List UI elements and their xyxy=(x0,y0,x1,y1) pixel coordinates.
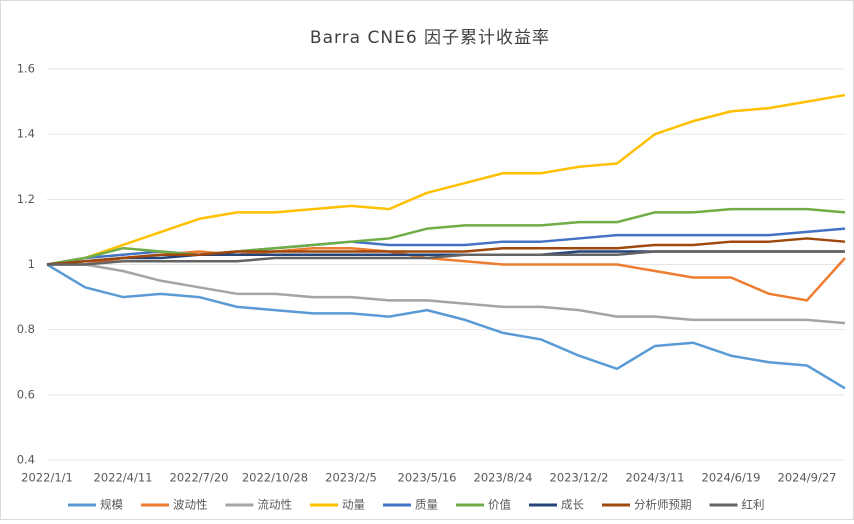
legend-label: 分析师预期 xyxy=(634,498,692,512)
series-line xyxy=(46,263,846,390)
y-tick-label: 1.6 xyxy=(17,62,35,76)
legend-label: 波动性 xyxy=(173,498,208,512)
legend-label: 成长 xyxy=(561,498,584,512)
legend-label: 规模 xyxy=(100,498,123,512)
legend-label: 流动性 xyxy=(258,498,293,512)
x-tick-label: 2023/8/24 xyxy=(474,471,533,485)
x-tick-label: 2024/6/19 xyxy=(702,471,761,485)
y-tick-label: 0.4 xyxy=(17,453,35,467)
x-tick-label: 2023/5/16 xyxy=(398,471,457,485)
legend-label: 红利 xyxy=(742,498,765,512)
y-tick-label: 0.6 xyxy=(17,387,35,401)
y-tick-label: 1 xyxy=(28,257,35,271)
x-tick-label: 2023/2/5 xyxy=(325,471,377,485)
series-line xyxy=(47,250,845,266)
legend-label: 价值 xyxy=(488,498,511,512)
y-tick-label: 1.4 xyxy=(17,127,35,141)
x-tick-label: 2022/4/11 xyxy=(94,471,153,485)
x-tick-label: 2022/10/28 xyxy=(242,471,308,485)
y-tick-label: 1.2 xyxy=(17,192,35,206)
legend-label: 质量 xyxy=(415,498,438,512)
x-tick-label: 2024/9/27 xyxy=(778,471,837,485)
chart-title: Barra CNE6 因子累计收益率 xyxy=(310,28,550,48)
x-tick-label: 2024/3/11 xyxy=(626,471,685,485)
x-tick-label: 2022/1/1 xyxy=(21,471,73,485)
y-tick-label: 0.8 xyxy=(17,322,35,336)
x-tick-label: 2022/7/20 xyxy=(170,471,229,485)
series-line xyxy=(46,207,846,266)
series-line xyxy=(46,93,846,266)
x-tick-label: 2023/12/2 xyxy=(550,471,609,485)
series-line xyxy=(47,263,846,325)
legend-label: 动量 xyxy=(342,498,365,512)
series-line xyxy=(46,237,846,266)
